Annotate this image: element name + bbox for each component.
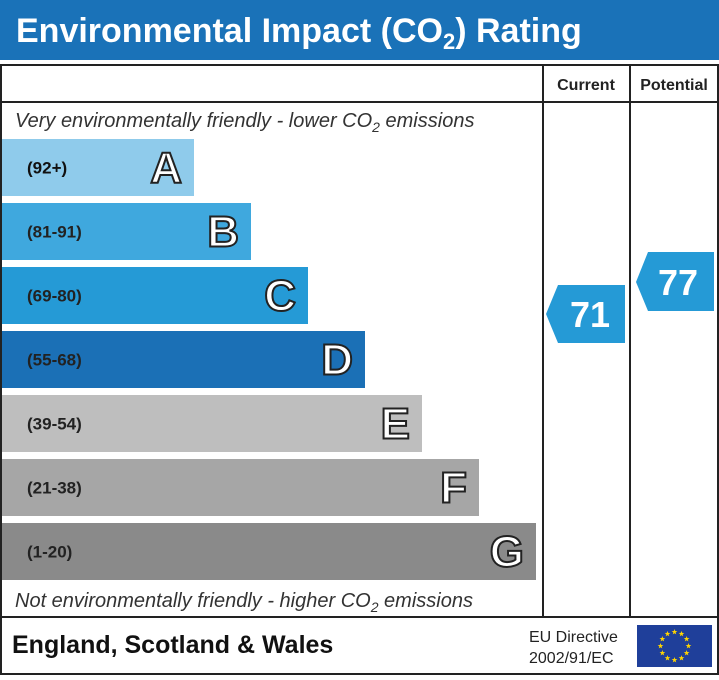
bottom-note: Not environmentally friendly - higher CO… bbox=[15, 590, 473, 615]
band-letter: D bbox=[321, 336, 353, 385]
eu-star bbox=[671, 629, 678, 635]
band-range: (69-80) bbox=[27, 287, 82, 306]
eu-star bbox=[659, 636, 666, 642]
top-note: Very environmentally friendly - lower CO… bbox=[15, 110, 474, 135]
eu-star bbox=[678, 655, 685, 661]
potential-header: Potential bbox=[640, 77, 708, 94]
title-part: ) Rating bbox=[455, 12, 582, 50]
band-range: (39-54) bbox=[27, 415, 82, 434]
footer-region: England, Scotland & Wales bbox=[12, 631, 333, 659]
band-range: (1-20) bbox=[27, 543, 72, 562]
eu-star bbox=[678, 630, 685, 637]
band-bar bbox=[2, 459, 479, 516]
note-sub: 2 bbox=[370, 599, 379, 615]
note-part: Very environmentally friendly - lower CO bbox=[15, 110, 372, 132]
note-part: Not environmentally friendly - higher CO bbox=[15, 590, 371, 612]
current-value: 71 bbox=[570, 294, 610, 335]
title-part: Environmental Impact (CO bbox=[16, 12, 443, 50]
band-bar bbox=[2, 139, 194, 196]
eu-star bbox=[683, 650, 690, 656]
band-letter: A bbox=[150, 144, 182, 193]
band-letter: E bbox=[381, 400, 410, 449]
potential-value: 77 bbox=[658, 262, 698, 303]
note-part: emissions bbox=[379, 590, 473, 612]
band-letter: B bbox=[207, 208, 239, 257]
band-letter: G bbox=[490, 528, 524, 577]
band-letter: F bbox=[440, 464, 467, 513]
band-bar bbox=[2, 331, 365, 388]
eu-star bbox=[657, 643, 664, 649]
title: Environmental Impact (CO2) Rating bbox=[16, 12, 582, 54]
band-range: (92+) bbox=[27, 159, 67, 178]
eu-star bbox=[671, 657, 678, 663]
directive-line: EU Directive bbox=[529, 629, 618, 646]
band-range: (81-91) bbox=[27, 223, 82, 242]
band-bar bbox=[2, 267, 308, 324]
frame bbox=[0, 64, 719, 675]
bands: (92+) A (81-91) B (69-80) C (55-68) D (39-54) E (2… bbox=[2, 139, 536, 580]
eu-stars bbox=[657, 629, 692, 663]
potential-arrow bbox=[636, 252, 714, 311]
band-range: (55-68) bbox=[27, 351, 82, 370]
title-sub: 2 bbox=[443, 29, 455, 54]
eu-star bbox=[664, 655, 671, 661]
note-part: emissions bbox=[380, 110, 474, 132]
outer-border bbox=[0, 64, 719, 675]
band-range: (21-38) bbox=[27, 479, 82, 498]
band-bar bbox=[2, 395, 422, 452]
note-sub: 2 bbox=[371, 119, 380, 135]
eu-star bbox=[664, 630, 671, 637]
band-bar bbox=[2, 203, 251, 260]
current-arrow bbox=[546, 285, 625, 343]
eu-star bbox=[683, 636, 690, 642]
eu-star bbox=[659, 650, 666, 656]
current-header: Current bbox=[557, 77, 615, 94]
directive-line: 2002/91/EC bbox=[529, 650, 614, 667]
band-bar bbox=[2, 523, 536, 580]
band-letter: C bbox=[264, 272, 296, 321]
eu-star bbox=[685, 643, 692, 649]
header-band bbox=[0, 0, 719, 60]
